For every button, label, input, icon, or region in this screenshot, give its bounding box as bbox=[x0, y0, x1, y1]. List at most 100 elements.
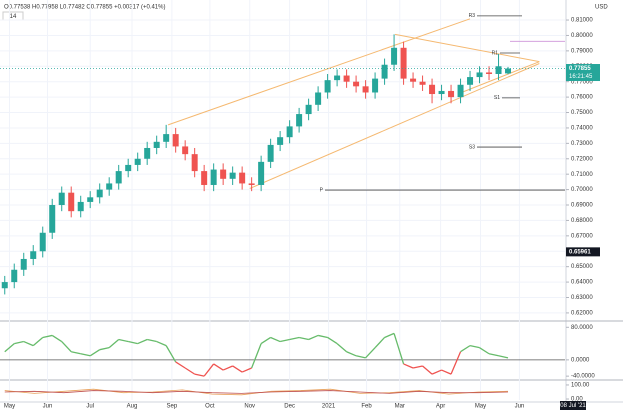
y-tick-label: 0.62000 bbox=[571, 310, 593, 316]
oscillator-segment bbox=[175, 361, 186, 369]
oscillator-segment bbox=[165, 345, 177, 363]
oscillator-segment bbox=[147, 338, 157, 343]
candle-body bbox=[353, 81, 360, 87]
y-tick-label: 80.0000 bbox=[571, 325, 593, 331]
candle-body bbox=[1, 282, 8, 289]
oscillator-segment bbox=[298, 336, 309, 341]
candle-body bbox=[486, 72, 493, 74]
x-tick-label: Oct bbox=[205, 404, 215, 410]
oscillator-segment bbox=[99, 347, 110, 351]
price-marker-label: 0.77855 bbox=[569, 66, 591, 72]
candle-body bbox=[467, 77, 474, 85]
candle-body bbox=[381, 64, 388, 79]
oscillator-segment bbox=[51, 334, 63, 343]
y-tick-label: 0.69000 bbox=[571, 203, 593, 209]
oscillator-segment bbox=[365, 347, 376, 359]
trendline bbox=[167, 18, 471, 126]
oscillator-segment bbox=[450, 351, 462, 375]
candle-body bbox=[115, 171, 122, 184]
candle-body bbox=[11, 269, 18, 283]
pivot-label: R1 bbox=[492, 50, 499, 56]
candle-body bbox=[286, 126, 293, 138]
oscillator-segment bbox=[108, 339, 120, 349]
oscillator-segment bbox=[270, 336, 281, 343]
oscillator-segment bbox=[4, 343, 15, 353]
y-tick-label: -40.0000 bbox=[571, 374, 595, 380]
candle-body bbox=[163, 134, 170, 142]
oscillator-segment bbox=[222, 365, 233, 371]
pivot-label: S1 bbox=[494, 95, 500, 101]
y-tick-label: 0.71000 bbox=[571, 172, 593, 178]
x-tick-label: 2021 bbox=[322, 404, 336, 410]
y-tick-label: 0.77000 bbox=[571, 79, 593, 85]
candle-body bbox=[68, 192, 75, 212]
candle-body bbox=[296, 114, 303, 127]
y-tick-label: 0.76000 bbox=[571, 95, 593, 101]
lower-line bbox=[4, 390, 509, 394]
candle-body bbox=[125, 164, 132, 172]
x-tick-label: Aug bbox=[127, 404, 138, 410]
oscillator-segment bbox=[355, 355, 366, 359]
trendline bbox=[394, 33, 540, 63]
oscillator-segment bbox=[23, 340, 34, 347]
date-box bbox=[560, 401, 586, 410]
y-tick-label: 0.70000 bbox=[571, 187, 593, 193]
oscillator-segment bbox=[327, 336, 338, 345]
candle-body bbox=[220, 169, 227, 179]
candle-body bbox=[229, 172, 236, 179]
pivot-label: S3 bbox=[469, 144, 475, 150]
oscillator-segment bbox=[279, 338, 290, 343]
candle-body bbox=[49, 205, 56, 233]
candle-body bbox=[362, 86, 369, 93]
oscillator-segment bbox=[89, 349, 101, 357]
y-tick-label: 0.00 bbox=[571, 397, 583, 403]
oscillator-segment bbox=[213, 363, 224, 371]
oscillator-segment bbox=[128, 340, 138, 345]
countdown: 16:21:45 bbox=[569, 74, 593, 80]
candle-body bbox=[372, 78, 379, 93]
candle-body bbox=[438, 90, 445, 95]
y-tick-label: 0.64000 bbox=[571, 280, 593, 286]
oscillator-segment bbox=[479, 347, 490, 355]
oscillator-segment bbox=[80, 353, 91, 357]
oscillator-segment bbox=[308, 334, 319, 341]
candle-body bbox=[39, 232, 46, 252]
candle-body bbox=[239, 172, 246, 184]
x-tick-label: Feb bbox=[361, 404, 372, 410]
y-tick-label: 0.65000 bbox=[571, 264, 593, 270]
oscillator-segment bbox=[32, 336, 44, 347]
x-tick-label: May bbox=[475, 404, 486, 410]
oscillator-segment bbox=[156, 340, 167, 347]
candle-body bbox=[201, 171, 208, 185]
indicator-label: 14 bbox=[10, 14, 17, 20]
price-marker-label: 0.65961 bbox=[569, 249, 591, 255]
date-label: 08 Jul '21 bbox=[560, 403, 586, 409]
candle-body bbox=[30, 251, 37, 259]
x-tick-label: Sep bbox=[167, 404, 178, 410]
oscillator-segment bbox=[289, 336, 300, 341]
pivot-label: P bbox=[320, 187, 324, 193]
candle-body bbox=[448, 90, 455, 98]
candle-body bbox=[334, 75, 341, 81]
y-tick-label: 0.73000 bbox=[571, 141, 593, 147]
oscillator-segment bbox=[203, 363, 215, 377]
trendline bbox=[249, 63, 540, 189]
oscillator-segment bbox=[61, 341, 72, 353]
price-marker bbox=[566, 64, 600, 82]
y-tick-label: 0.81000 bbox=[571, 18, 593, 24]
y-tick-label: 0.67000 bbox=[571, 233, 593, 239]
candle-body bbox=[58, 192, 65, 206]
candle-body bbox=[505, 68, 512, 74]
price-marker bbox=[566, 247, 600, 257]
candle-body bbox=[343, 75, 350, 82]
y-tick-label: 0.79000 bbox=[571, 48, 593, 54]
candle-body bbox=[457, 84, 464, 98]
oscillator-segment bbox=[469, 344, 480, 349]
oscillator-segment bbox=[422, 365, 433, 375]
candle-body bbox=[172, 134, 179, 147]
oscillator-segment bbox=[137, 338, 148, 345]
pivot-label: R3 bbox=[469, 13, 476, 19]
oscillator-segment bbox=[431, 369, 442, 375]
oscillator-segment bbox=[346, 351, 357, 357]
